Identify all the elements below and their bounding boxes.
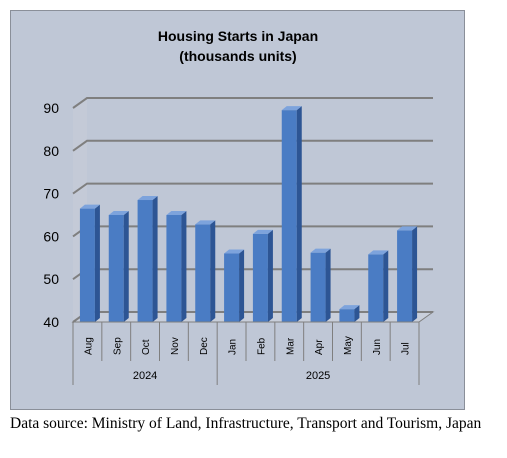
x-tick-label: Nov [170,337,181,355]
x-group-label: 2024 [133,370,157,382]
bar-side [354,305,360,322]
bar-Sep [108,211,129,322]
x-tick-label: Dec [199,337,210,355]
x-tick-label: Mar [285,337,296,355]
bar-front [224,253,240,322]
bar-side [412,226,418,322]
bar-Aug [79,204,100,322]
x-tick-label: Apr [314,339,325,355]
bar-front [339,309,355,322]
bar-top [79,204,100,209]
bar-side [239,249,245,322]
chart-title: Housing Starts in Japan [158,28,318,44]
bar-side [94,204,100,322]
bar-top [195,220,216,225]
bar-May [339,305,360,322]
bar-front [137,200,153,322]
x-tick-label: Jul [401,342,412,355]
x-tick-label: Aug [83,337,94,355]
bar-Feb [252,229,273,322]
bar-front [108,215,124,322]
bar-Oct [137,196,158,322]
gridline-90 [72,97,433,109]
y-tick-label: 50 [43,271,59,287]
bar-front [397,230,413,322]
bar-top [339,305,360,310]
x-tick-label: Oct [141,339,152,355]
bar-top [224,249,245,254]
bar-top [397,226,418,231]
bar-front [281,110,297,322]
bar-side [296,106,302,322]
bar-Apr [310,248,331,322]
y-tick-label: 60 [43,228,59,244]
y-tick-label: 90 [43,100,59,116]
bar-front [252,233,268,322]
bar-side [181,211,187,322]
bar-front [79,208,95,322]
x-tick-label: Feb [256,337,267,355]
x-tick-label: Jan [228,339,239,355]
bar-top [310,248,331,253]
y-tick-label: 40 [43,314,59,330]
bar-front [195,224,211,322]
bar-top [137,196,158,201]
chart-svg: Housing Starts in Japan (thousands units… [43,28,435,385]
bar-side [267,229,273,322]
y-tick-label: 80 [43,143,59,159]
bar-top [166,211,187,215]
bar-top [281,106,302,111]
bar-Jun [368,250,389,322]
chart-area: Housing Starts in Japan (thousands units… [10,10,465,410]
bar-Nov [166,211,187,322]
y-tick-label: 70 [43,186,59,202]
bar-Dec [195,220,216,322]
bar-side [152,196,158,322]
x-group-label: 2025 [306,370,330,382]
bar-front [368,254,384,322]
bar-side [383,250,389,322]
bar-side [325,248,331,322]
x-tick-label: Jun [372,339,383,355]
x-tick-label: May [343,336,354,355]
bar-top [368,250,389,255]
data-source-note: Data source: Ministry of Land, Infrastru… [10,415,482,432]
bar-Mar [281,106,302,322]
bar-front [310,252,326,322]
x-tick-label: Sep [112,337,123,355]
gridline-80 [72,139,433,152]
bar-top [108,211,129,215]
bar-side [210,220,216,322]
bar-front [166,215,182,322]
bar-side [123,211,129,322]
bar-Jul [397,226,418,322]
bar-Jan [224,249,245,322]
gridline-70 [72,182,433,195]
bar-top [252,229,273,234]
chart-subtitle: (thousands units) [179,48,296,64]
